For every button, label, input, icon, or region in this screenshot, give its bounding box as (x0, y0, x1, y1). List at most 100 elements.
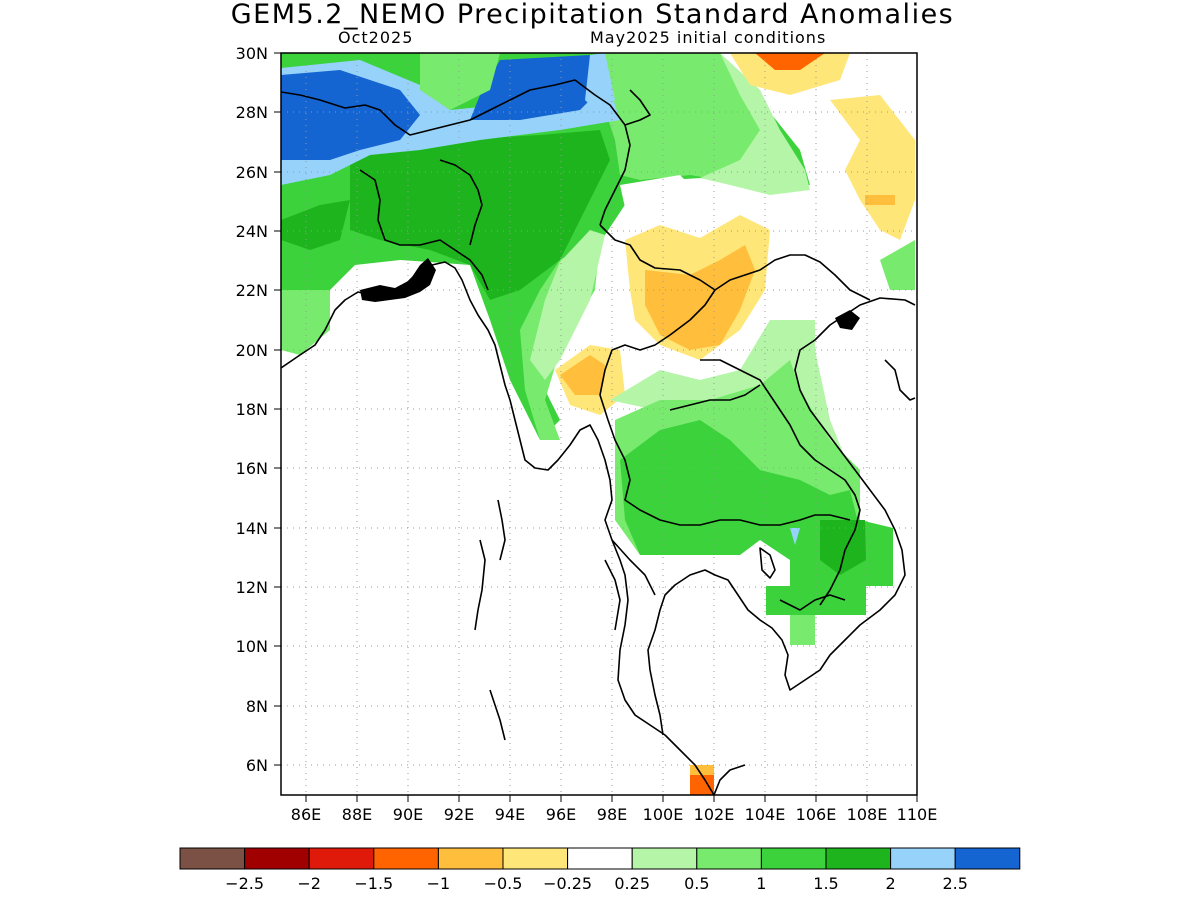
initial-conditions: May2025 initial conditions (590, 28, 827, 47)
anomaly-region (790, 615, 815, 645)
legend-label: 0.25 (614, 874, 650, 893)
chart-title: GEM5.2_NEMO Precipitation Standard Anoma… (230, 0, 955, 30)
lon-tick-label: 88E (342, 805, 372, 824)
lat-tick-label: 10N (236, 637, 268, 656)
legend-label: −0.5 (484, 874, 523, 893)
lon-tick-label: 86E (291, 805, 321, 824)
delta-region (835, 310, 860, 330)
coastline (713, 764, 746, 795)
border (624, 89, 651, 126)
map-frame (280, 52, 918, 796)
legend-swatch (179, 847, 246, 870)
anomaly-region (690, 775, 714, 795)
lon-tick-label: 102E (694, 805, 735, 824)
legend-label: −1.5 (354, 874, 393, 893)
anomaly-region (530, 230, 605, 380)
anomaly-region (645, 245, 755, 350)
border (779, 594, 846, 611)
delta-marks (360, 258, 860, 330)
lon-tick-label: 108E (847, 805, 888, 824)
lon-tick-labels: 86E 88E 90E 92E 94E 96E 98E 100E 102E 10… (291, 805, 938, 824)
anomaly-region (620, 175, 740, 240)
coastline (647, 297, 916, 736)
legend-swatch (437, 847, 504, 870)
map-grid (281, 53, 917, 795)
lon-tick-label: 104E (745, 805, 786, 824)
coastline (489, 689, 506, 741)
tick-marks (274, 52, 918, 802)
legend-swatch (631, 847, 698, 870)
border (359, 169, 489, 291)
lat-tick-label: 6N (246, 756, 268, 775)
lat-tick-label: 28N (236, 103, 268, 122)
legend-label: 0.5 (684, 874, 709, 893)
anomaly-region (700, 53, 810, 195)
legend-label: 2 (886, 874, 896, 893)
legend-swatch (825, 847, 892, 870)
lon-tick-label: 92E (444, 805, 474, 824)
lon-tick-label: 106E (796, 805, 837, 824)
lon-tick-label: 90E (393, 805, 423, 824)
lon-tick-label: 100E (643, 805, 684, 824)
legend-swatch (502, 847, 569, 870)
anomaly-region (755, 53, 825, 70)
border (439, 159, 483, 246)
lat-tick-labels: 6N 8N 10N 12N 14N 16N 18N 20N 22N 24N 26… (236, 44, 268, 775)
lat-tick-label: 8N (246, 697, 268, 716)
coastline (497, 499, 506, 561)
anomaly-region (820, 520, 866, 575)
lat-tick-label: 18N (236, 400, 268, 419)
anomaly-region (730, 53, 850, 95)
anomaly-region (585, 53, 615, 115)
legend-label: −1 (427, 874, 451, 893)
anomaly-region (281, 200, 350, 250)
coastline (604, 559, 621, 631)
lat-tick-label: 24N (236, 222, 268, 241)
lat-tick-label: 30N (236, 44, 268, 63)
lat-tick-label: 12N (236, 578, 268, 597)
anomaly-region (865, 195, 895, 205)
legend-label: −0.25 (543, 874, 592, 893)
border (611, 539, 656, 596)
anomaly-region (790, 528, 800, 545)
anomaly-region (281, 290, 330, 355)
legend-swatch (890, 847, 956, 870)
anomaly-region (880, 240, 915, 290)
border (669, 384, 761, 411)
legend-label: −2 (297, 874, 321, 893)
legend-label: 1.5 (813, 874, 838, 893)
lat-tick-label: 14N (236, 519, 268, 538)
coastlines (281, 79, 916, 795)
border (700, 359, 861, 606)
legend-swatch (373, 847, 439, 870)
lon-tick-label: 96E (546, 805, 576, 824)
coastline (884, 359, 916, 401)
lat-tick-label: 20N (236, 341, 268, 360)
lat-tick-label: 22N (236, 281, 268, 300)
border (599, 224, 871, 301)
legend-swatch (954, 847, 1021, 870)
legend-swatch (244, 847, 310, 870)
anomaly-region (420, 53, 500, 110)
legend-label: −2.5 (225, 874, 264, 893)
delta-region (360, 258, 436, 302)
lat-tick-label: 26N (236, 163, 268, 182)
color-legend: −2.5 −2 −1.5 −1 −0.5 −0.25 0.25 0.5 1 1.5 2 2.5 (179, 847, 1021, 893)
legend-swatch (567, 847, 633, 870)
lon-tick-label: 110E (897, 805, 938, 824)
anomaly-region (281, 70, 420, 160)
lon-tick-label: 94E (495, 805, 525, 824)
legend-swatch (696, 847, 762, 870)
anomaly-region (830, 95, 915, 240)
legend-swatch (308, 847, 375, 870)
coastline (474, 539, 486, 631)
border (611, 289, 716, 351)
coastline (759, 547, 776, 579)
border (281, 79, 631, 226)
border (599, 349, 851, 526)
lat-tick-label: 16N (236, 459, 268, 478)
legend-label: 2.5 (942, 874, 967, 893)
lon-tick-label: 98E (597, 805, 627, 824)
legend-label: 1 (756, 874, 766, 893)
